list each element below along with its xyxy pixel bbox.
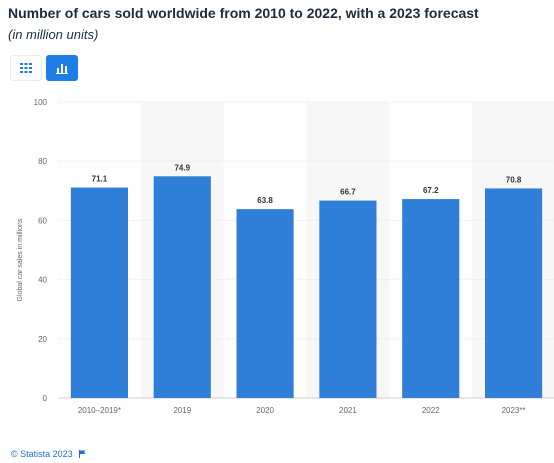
flag-icon[interactable] xyxy=(78,450,86,458)
y-tick-label: 20 xyxy=(38,335,47,344)
chart-subtitle: (in million units) xyxy=(8,27,99,42)
copyright-link[interactable]: © Statista 2023 xyxy=(11,449,73,459)
grid-icon xyxy=(20,63,32,73)
bar-chart: 0 20 40 60 80 100 2010–2019* 2019 2020 2021 2022 2… xyxy=(17,98,554,415)
y-tick-label: 0 xyxy=(43,394,48,403)
x-tick-label: 2022 xyxy=(422,406,440,415)
y-axis-title: Global car sales in millions xyxy=(17,218,24,301)
x-tick-label: 2010–2019* xyxy=(78,406,121,415)
bar[interactable] xyxy=(236,209,294,398)
chart-title: Number of cars sold worldwide from 2010 … xyxy=(8,5,479,21)
data-label: 66.7 xyxy=(340,188,356,197)
bar[interactable] xyxy=(402,199,460,398)
y-tick-label: 100 xyxy=(34,98,48,107)
bar[interactable] xyxy=(319,200,377,398)
x-tick-label: 2019 xyxy=(173,406,191,415)
footer: © Statista 2023 xyxy=(11,449,86,459)
data-label: 71.1 xyxy=(92,175,108,184)
data-label: 67.2 xyxy=(423,186,439,195)
chart-view-button[interactable] xyxy=(46,55,78,81)
data-label: 74.9 xyxy=(174,163,190,172)
table-view-button[interactable] xyxy=(10,55,42,81)
x-tick-label: 2023** xyxy=(502,406,526,415)
bar-chart-icon xyxy=(56,63,68,74)
y-tick-label: 40 xyxy=(38,276,47,285)
x-tick-label: 2021 xyxy=(339,406,357,415)
bar[interactable] xyxy=(70,187,128,398)
x-tick-label: 2020 xyxy=(256,406,274,415)
y-tick-label: 80 xyxy=(38,157,47,166)
y-tick-label: 60 xyxy=(38,216,47,225)
data-label: 63.8 xyxy=(257,196,273,205)
data-label: 70.8 xyxy=(506,175,522,184)
bar[interactable] xyxy=(153,176,211,398)
bar[interactable] xyxy=(485,188,543,398)
